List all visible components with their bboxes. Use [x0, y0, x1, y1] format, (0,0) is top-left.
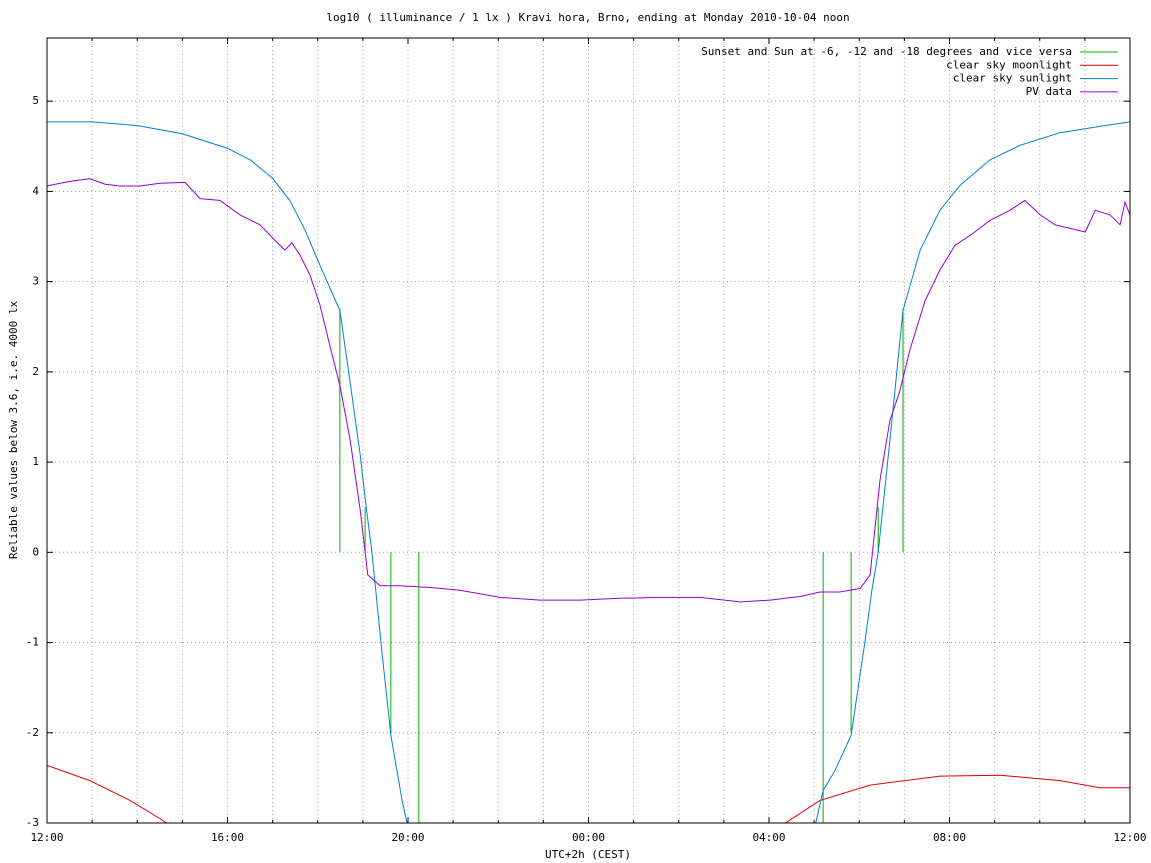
x-tick-label: 00:00 — [572, 831, 605, 844]
y-tick-label: 2 — [32, 365, 39, 378]
x-tick-label: 20:00 — [391, 831, 424, 844]
x-tick-label: 04:00 — [752, 831, 785, 844]
y-tick-label: 4 — [32, 184, 39, 197]
legend-label: clear sky sunlight — [953, 72, 1072, 85]
y-tick-label: 0 — [32, 545, 39, 558]
legend-label: Sunset and Sun at -6, -12 and -18 degree… — [701, 45, 1072, 58]
x-axis-label: UTC+2h (CEST) — [545, 848, 631, 861]
y-tick-label: 3 — [32, 275, 39, 288]
x-tick-label: 12:00 — [1113, 831, 1146, 844]
y-tick-label: -1 — [26, 636, 39, 649]
y-tick-label: -3 — [26, 816, 39, 829]
y-tick-label: 5 — [32, 94, 39, 107]
series-line — [47, 121, 1130, 823]
series-line — [47, 764, 1130, 823]
x-tick-label: 08:00 — [933, 831, 966, 844]
plot-border — [46, 37, 1131, 824]
y-axis-label: Reliable values below 3.6, i.e. 4000 lx — [7, 300, 20, 559]
chart-title: log10 ( illuminance / 1 lx ) Kravi hora,… — [326, 11, 849, 24]
x-tick-label: 16:00 — [211, 831, 244, 844]
legend-label: clear sky moonlight — [946, 58, 1072, 71]
legend-label: PV data — [1026, 85, 1072, 98]
y-tick-label: -2 — [26, 726, 39, 739]
y-tick-label: 1 — [32, 455, 39, 468]
series-line — [47, 178, 1130, 603]
plot-area — [47, 121, 1130, 823]
x-tick-label: 12:00 — [30, 831, 63, 844]
